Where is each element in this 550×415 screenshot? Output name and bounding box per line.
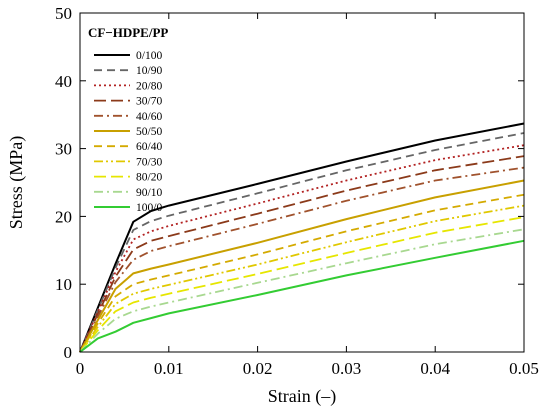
y-tick-label: 50 [55, 4, 72, 23]
series-line-50-50 [79, 179, 525, 353]
series-line-80-20 [79, 216, 525, 353]
series-line-60-40 [79, 193, 525, 353]
x-tick-label: 0.04 [420, 359, 450, 378]
x-tick-label: 0 [76, 359, 85, 378]
legend-label: 20/80 [136, 80, 162, 92]
y-tick-label: 30 [55, 140, 72, 159]
legend-label: 90/10 [136, 187, 162, 199]
x-tick-label: 0.03 [332, 359, 362, 378]
x-axis-title: Strain (–) [268, 386, 336, 407]
y-tick-label: 40 [55, 72, 72, 91]
y-tick-label: 10 [55, 275, 72, 294]
series-line-40-60 [79, 166, 525, 353]
series-line-30-70 [79, 155, 525, 353]
series-line-100-0 [79, 239, 525, 353]
y-tick-label: 20 [55, 207, 72, 226]
legend-label: 10/90 [136, 65, 162, 77]
legend-title: CF−HDPE/PP [88, 25, 168, 40]
plot-frame [79, 12, 525, 353]
series-line-0-100 [79, 122, 525, 353]
series-line-10-90 [79, 132, 525, 353]
y-tick-label: 0 [64, 343, 73, 362]
series-layer [79, 122, 525, 353]
legend: CF−HDPE/PP 0/100 10/90 20/80 30/70 40/60 50/5… [88, 25, 168, 214]
legend-label: 0/100 [136, 50, 162, 62]
series-line-70-30 [79, 204, 525, 353]
legend-label: 40/60 [136, 111, 162, 123]
series-line-90-10 [79, 228, 525, 353]
x-tick-label: 0.05 [509, 359, 539, 378]
legend-label: 80/20 [136, 172, 162, 184]
x-tick-label: 0.02 [243, 359, 273, 378]
legend-label: 60/40 [136, 141, 162, 153]
y-axis-title: Stress (MPa) [6, 136, 27, 230]
legend-label: 100/0 [136, 202, 162, 214]
x-tick-label: 0.01 [154, 359, 184, 378]
legend-label: 30/70 [136, 96, 162, 108]
ticks-layer: 0 0.01 0.02 0.03 0.04 0.05 0 10 20 30 40 50 [55, 4, 539, 378]
legend-label: 70/30 [136, 156, 162, 168]
series-line-20-80 [79, 144, 525, 353]
legend-label: 50/50 [136, 126, 162, 138]
